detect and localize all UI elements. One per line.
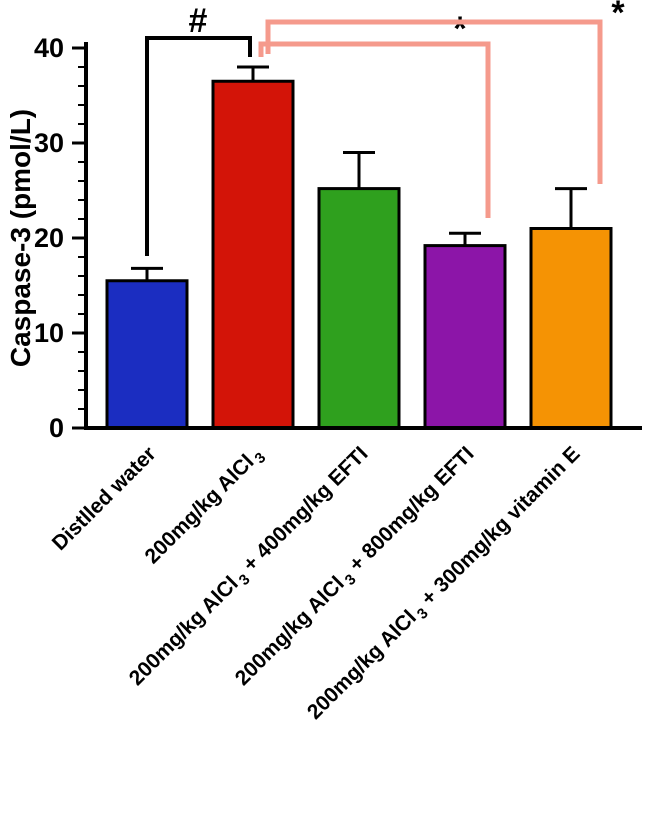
x-tick-label: Distlled water	[48, 442, 161, 555]
bar	[423, 244, 507, 430]
y-tick-label: 30	[34, 128, 64, 158]
significance-symbol: *	[611, 0, 625, 32]
bar	[211, 79, 295, 430]
y-axis-title: Caspase-3 (pmol/L)	[5, 109, 36, 367]
significance-symbol: #	[189, 2, 208, 40]
bar	[105, 279, 189, 430]
significance-bracket	[265, 19, 603, 184]
significance-symbol: *	[453, 10, 467, 48]
y-tick-label: 40	[34, 33, 64, 63]
y-tick-label: 0	[49, 413, 64, 443]
y-tick-label: 10	[34, 318, 64, 348]
significance-bracket	[258, 41, 491, 218]
significance-bracket	[145, 36, 252, 256]
bar	[317, 187, 401, 430]
y-tick-label: 20	[34, 223, 64, 253]
bar	[529, 227, 613, 430]
